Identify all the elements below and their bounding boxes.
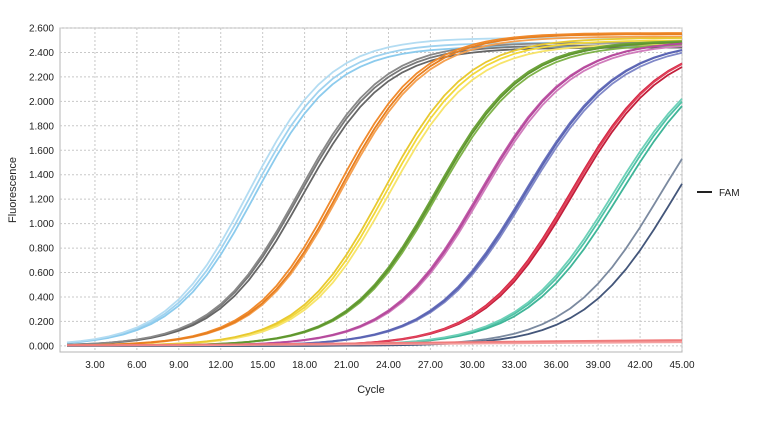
legend: FAM: [697, 188, 740, 199]
y-tick-label: 0.000: [29, 341, 54, 352]
x-tick-label: 33.00: [502, 360, 527, 371]
tick-labels: 3.00 6.00 9.00 12.00 15.00 18.00 21.00 24.00 27.…: [29, 24, 695, 372]
x-tick-label: 36.00: [544, 360, 569, 371]
y-tick-label: 1.000: [29, 219, 54, 230]
y-tick-label: 2.000: [29, 97, 54, 108]
y-tick-label: 1.200: [29, 195, 54, 206]
y-tick-label: 0.800: [29, 244, 54, 255]
x-tick-label: 39.00: [586, 360, 611, 371]
y-tick-label: 0.200: [29, 317, 54, 328]
y-tick-label: 2.200: [29, 72, 54, 83]
plot-background: [59, 27, 683, 353]
series-line-9: [66, 33, 682, 347]
y-tick-label: 1.800: [29, 121, 54, 132]
x-tick-label: 18.00: [292, 360, 317, 371]
y-tick-label: 0.400: [29, 292, 54, 303]
x-tick-label: 15.00: [250, 360, 275, 371]
y-tick-label: 1.600: [29, 146, 54, 157]
x-tick-label: 6.00: [127, 360, 147, 371]
x-tick-label: 30.00: [460, 360, 485, 371]
y-tick-label: 1.400: [29, 170, 54, 181]
y-tick-label: 2.600: [29, 24, 54, 35]
x-tick-label: 24.00: [376, 360, 401, 371]
x-tick-label: 21.00: [334, 360, 359, 371]
y-axis-title: Fluorescence: [7, 157, 19, 223]
series-lines: [66, 32, 683, 347]
y-tick-label: 2.400: [29, 48, 54, 59]
series-line-32: [67, 339, 683, 347]
x-tick-label: 27.00: [418, 360, 443, 371]
grid-lines: [60, 27, 683, 352]
x-axis-title: Cycle: [357, 384, 385, 396]
x-tick-label: 45.00: [669, 360, 694, 371]
x-tick-label: 42.00: [628, 360, 653, 371]
legend-label-fam: FAM: [719, 188, 740, 199]
x-tick-label: 3.00: [85, 360, 105, 371]
x-tick-label: 9.00: [169, 360, 189, 371]
x-tick-label: 12.00: [208, 360, 233, 371]
y-tick-label: 0.600: [29, 268, 54, 279]
